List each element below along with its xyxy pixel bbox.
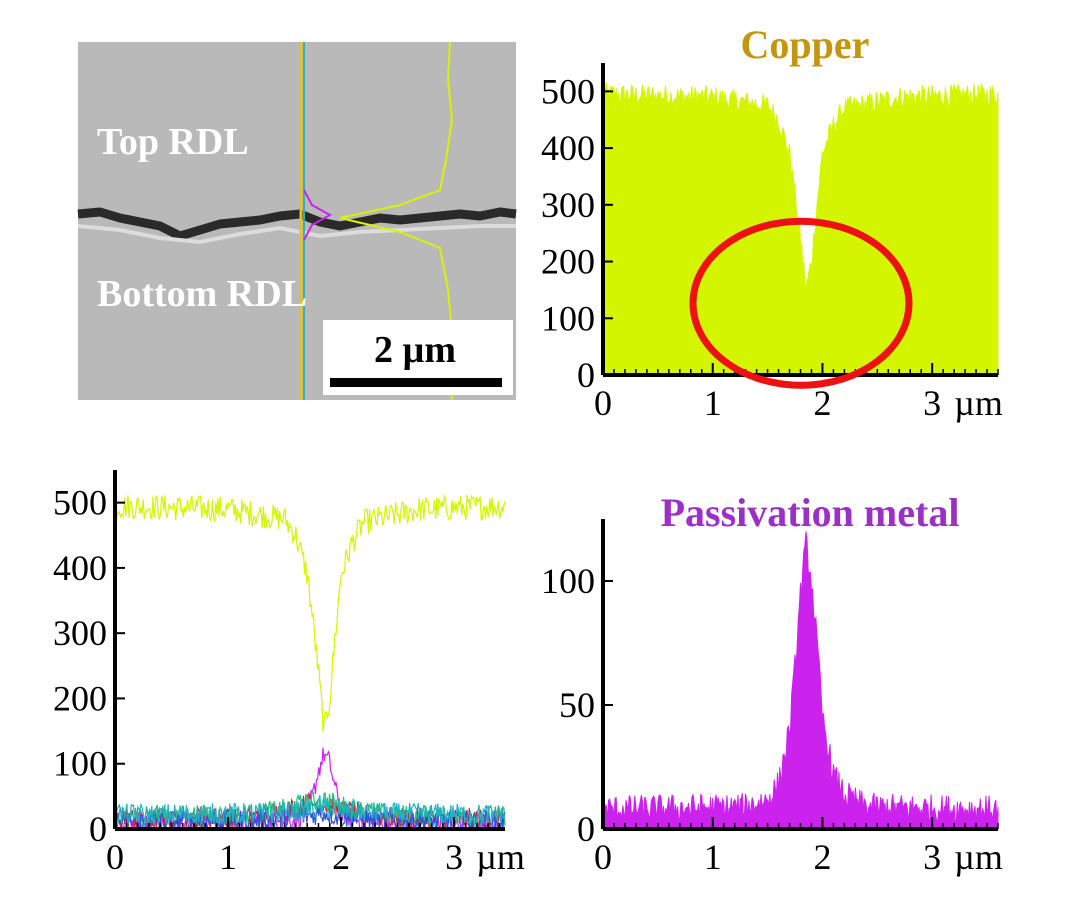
copper-chart-title: Copper bbox=[741, 22, 870, 67]
overlay-x-tick-label: 3 bbox=[445, 837, 463, 877]
passivation-y-tick-label: 0 bbox=[577, 809, 595, 849]
overlay-y-tick-label: 500 bbox=[53, 483, 107, 523]
passivation-chart: 0 1 2 3 µm 0 50 100 Passivation metal bbox=[541, 490, 1003, 877]
overlay-series-line-0 bbox=[114, 494, 506, 732]
overlay-y-tick-label: 0 bbox=[89, 809, 107, 849]
copper-x-tick-label: 2 bbox=[813, 383, 831, 423]
passivation-x-unit-label: µm bbox=[954, 837, 1003, 877]
sem-bottom-label: Bottom RDL bbox=[97, 273, 307, 315]
passivation-x-tick-label: 1 bbox=[704, 837, 722, 877]
copper-y-tick-label: 500 bbox=[541, 71, 595, 111]
copper-y-tick-label: 200 bbox=[541, 242, 595, 282]
copper-y-tick-label: 100 bbox=[541, 298, 595, 338]
scale-bar-label: 2 µm bbox=[374, 329, 456, 371]
overlay-y-tick-label: 200 bbox=[53, 678, 107, 718]
overlay-y-tick-label: 300 bbox=[53, 613, 107, 653]
overlay-x-tick-label: 0 bbox=[106, 837, 124, 877]
scale-bar bbox=[330, 378, 502, 387]
passivation-x-tick-label: 3 bbox=[923, 837, 941, 877]
sem-passivation-trace bbox=[303, 189, 333, 241]
copper-x-tick-label: 1 bbox=[704, 383, 722, 423]
copper-y-tick-label: 300 bbox=[541, 185, 595, 225]
passivation-x-tick-label: 0 bbox=[594, 837, 612, 877]
copper-y-tick-label: 400 bbox=[541, 128, 595, 168]
sem-top-label: Top RDL bbox=[97, 121, 249, 163]
copper-x-unit-label: µm bbox=[954, 383, 1003, 423]
overlay-series-line-5 bbox=[114, 795, 506, 826]
highlight-ellipse bbox=[689, 217, 913, 389]
passivation-series-area bbox=[602, 531, 999, 830]
sem-micrograph: Top RDL Bottom RDL 2 µm bbox=[77, 41, 517, 401]
overlay-linescan-chart: 0 1 2 3 µm 0 100 200 300 400 500 bbox=[53, 470, 525, 877]
overlay-y-tick-label: 400 bbox=[53, 548, 107, 588]
copper-x-tick-label: 0 bbox=[594, 383, 612, 423]
overlay-y-tick-label: 100 bbox=[53, 744, 107, 784]
copper-x-tick-label: 3 bbox=[923, 383, 941, 423]
passivation-y-tick-label: 50 bbox=[559, 685, 595, 725]
overlay-x-tick-label: 2 bbox=[332, 837, 350, 877]
passivation-y-tick-label: 100 bbox=[541, 561, 595, 601]
passivation-x-tick-label: 2 bbox=[813, 837, 831, 877]
copper-series-area bbox=[602, 82, 999, 376]
passivation-chart-title: Passivation metal bbox=[661, 490, 960, 535]
copper-chart: 0 1 2 3 µm 0 100 200 300 400 500 Copper bbox=[541, 22, 1003, 423]
copper-y-tick-label: 0 bbox=[577, 355, 595, 395]
overlay-x-tick-label: 1 bbox=[219, 837, 237, 877]
overlay-x-unit-label: µm bbox=[476, 837, 525, 877]
